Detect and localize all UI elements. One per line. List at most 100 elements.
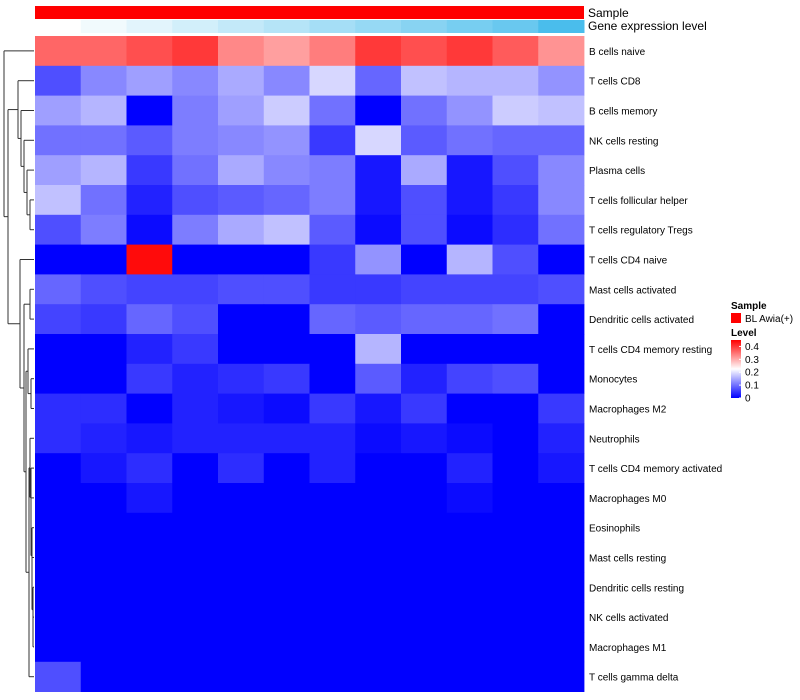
gene-expression-annotation-cell — [218, 20, 265, 33]
heatmap-cell — [80, 244, 127, 275]
heatmap-cell — [218, 572, 265, 603]
heatmap-cell — [172, 185, 219, 216]
heatmap-cell — [492, 542, 539, 573]
heatmap-cell — [401, 512, 448, 543]
heatmap-cell — [218, 483, 265, 514]
heatmap-cell — [446, 36, 493, 67]
row-label: NK cells activated — [589, 613, 668, 624]
heatmap-cell — [263, 334, 310, 365]
column-annotations — [35, 6, 585, 33]
heatmap-cell — [538, 125, 585, 156]
heatmap-cell — [492, 512, 539, 543]
heatmap-cell — [538, 334, 585, 365]
heatmap-cell — [218, 363, 265, 394]
heatmap-cell — [538, 423, 585, 454]
heatmap-cell — [126, 185, 173, 216]
row-label: NK cells resting — [589, 136, 658, 147]
heatmap-cell — [492, 483, 539, 514]
heatmap-cell — [126, 632, 173, 663]
heatmap-cell — [263, 453, 310, 484]
heatmap-cell — [309, 65, 356, 96]
heatmap-cell — [401, 602, 448, 633]
heatmap-cell — [492, 65, 539, 96]
heatmap-cell — [80, 602, 127, 633]
heatmap-cell — [263, 95, 310, 126]
heatmap-cell — [401, 363, 448, 394]
heatmap-cell — [35, 65, 82, 96]
heatmap-cell — [492, 125, 539, 156]
heatmap-cell — [538, 214, 585, 245]
heatmap-cell — [80, 363, 127, 394]
heatmap-cell — [80, 542, 127, 573]
heatmap-cell — [126, 274, 173, 305]
heatmap-cell — [309, 572, 356, 603]
heatmap-cell — [446, 453, 493, 484]
heatmap-cell — [80, 572, 127, 603]
heatmap-cell — [263, 602, 310, 633]
heatmap-cell — [401, 393, 448, 424]
heatmap-cell — [80, 334, 127, 365]
heatmap-cell — [355, 185, 402, 216]
heatmap-cell — [263, 304, 310, 335]
heatmap-cell — [35, 334, 82, 365]
heatmap-cell — [401, 214, 448, 245]
heatmap-cell — [309, 393, 356, 424]
heatmap-cell — [126, 483, 173, 514]
heatmap-cell — [218, 36, 265, 67]
heatmap-cell — [355, 304, 402, 335]
heatmap-cell — [492, 661, 539, 692]
heatmap-cell — [538, 36, 585, 67]
heatmap-cell — [401, 304, 448, 335]
heatmap-cell — [401, 155, 448, 186]
gene-expression-annotation-cell — [538, 20, 585, 33]
heatmap-cell — [263, 661, 310, 692]
heatmap-cell — [263, 214, 310, 245]
row-label: Mast cells activated — [589, 285, 676, 296]
heatmap-cell — [309, 602, 356, 633]
heatmap-cell — [309, 185, 356, 216]
row-label: Dendritic cells resting — [589, 583, 684, 594]
heatmap-cell — [492, 304, 539, 335]
heatmap-cell — [446, 661, 493, 692]
heatmap-cell — [126, 661, 173, 692]
heatmap-cell — [355, 95, 402, 126]
heatmap-cell — [538, 661, 585, 692]
heatmap-cell — [263, 125, 310, 156]
gene-expression-annotation-cell — [172, 20, 219, 33]
heatmap-cell — [401, 423, 448, 454]
row-label: Eosinophils — [589, 524, 640, 535]
heatmap-cell — [446, 363, 493, 394]
heatmap-cell — [538, 393, 585, 424]
heatmap-cell — [309, 155, 356, 186]
gene-expression-annotation-cell — [309, 20, 356, 33]
heatmap-cell — [309, 214, 356, 245]
heatmap-cell — [126, 95, 173, 126]
heatmap-cell — [309, 334, 356, 365]
heatmap-cell — [309, 453, 356, 484]
heatmap-cell — [355, 274, 402, 305]
heatmap-cell — [35, 542, 82, 573]
heatmap-cell — [218, 125, 265, 156]
heatmap-cell — [401, 542, 448, 573]
row-label: Macrophages M0 — [589, 494, 667, 505]
legend-level-colorbar — [731, 340, 741, 398]
row-dendrogram — [3, 50, 34, 678]
heatmap-cell — [446, 244, 493, 275]
heatmap-cell — [446, 483, 493, 514]
heatmap-cell — [218, 155, 265, 186]
heatmap-cell — [401, 632, 448, 663]
heatmap-cell — [446, 602, 493, 633]
heatmap-cell — [309, 363, 356, 394]
heatmap-cell — [538, 542, 585, 573]
heatmap-cell — [80, 214, 127, 245]
heatmap-cell — [126, 423, 173, 454]
heatmap-cell — [263, 36, 310, 67]
heatmap-cell — [126, 542, 173, 573]
gene-expression-annotation-cell — [492, 20, 539, 33]
heatmap-cell — [355, 512, 402, 543]
heatmap-cell — [35, 393, 82, 424]
heatmap-cell — [35, 632, 82, 663]
heatmap-cell — [401, 244, 448, 275]
heatmap-cell — [401, 36, 448, 67]
